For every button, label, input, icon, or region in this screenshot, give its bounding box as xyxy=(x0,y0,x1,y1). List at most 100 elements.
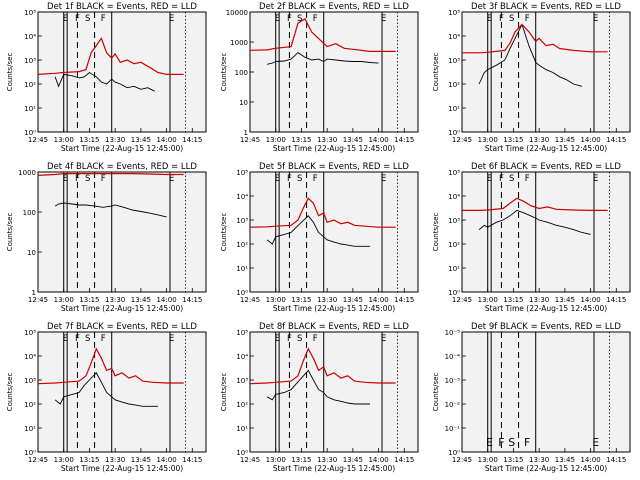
x-tick-label: 13:15 xyxy=(503,296,523,304)
y-tick-label: 10⁰ xyxy=(448,129,460,137)
interval-marker-label: E xyxy=(381,174,386,184)
x-axis-label: Start Time (22-Aug-15 12:45:00) xyxy=(485,464,607,473)
y-tick-label: 10⁵ xyxy=(448,9,460,17)
interval-marker-label: F xyxy=(75,14,80,24)
interval-marker-label: F xyxy=(313,174,318,184)
x-tick-label: 13:30 xyxy=(529,456,549,464)
x-tick-label: 12:45 xyxy=(28,456,48,464)
panel-det-7f: Det 7f BLACK = Events, RED = LLD 10⁰ 10¹ 10… xyxy=(6,322,207,473)
y-tick-label: 10⁰ xyxy=(236,289,248,297)
y-tick-label: 10² xyxy=(24,81,36,89)
y-tick-label: 10³ xyxy=(448,217,460,225)
x-tick-label: 14:00 xyxy=(156,456,176,464)
series-lld-line xyxy=(37,173,184,176)
x-tick-label: 13:15 xyxy=(291,136,311,144)
interval-marker-label: E xyxy=(63,174,68,184)
x-tick-label: 13:45 xyxy=(555,456,575,464)
x-tick-label: 12:45 xyxy=(28,296,48,304)
x-tick-label: 14:00 xyxy=(580,136,600,144)
y-tick-label: 10⁴ xyxy=(448,193,460,201)
series-lld-line xyxy=(37,37,184,76)
interval-marker-label: F xyxy=(101,334,106,344)
plot-frame xyxy=(461,11,631,133)
y-tick-label: 10⁻³ xyxy=(445,377,461,385)
x-tick-label: 14:15 xyxy=(182,456,202,464)
x-tick-label: 14:00 xyxy=(368,296,388,304)
y-tick-label: 10000 xyxy=(226,9,248,17)
panel-det-3f: Det 3f BLACK = Events, RED = LLD 10⁰ 10¹ 10… xyxy=(432,2,631,153)
y-tick-label: 10⁵ xyxy=(24,329,36,337)
x-tick-label: 13:30 xyxy=(317,136,337,144)
interval-marker-label: E xyxy=(592,436,599,449)
interval-marker-label: S xyxy=(509,174,514,184)
y-tick-label: 10 xyxy=(239,99,248,107)
panel-title: Det 5f BLACK = Events, RED = LLD xyxy=(259,162,409,172)
x-axis-label: Start Time (22-Aug-15 12:45:00) xyxy=(273,304,395,313)
interval-marker-label: F xyxy=(499,14,504,24)
y-tick-label: 10³ xyxy=(236,377,248,385)
plot-frame xyxy=(249,11,419,133)
x-tick-label: 13:45 xyxy=(131,456,151,464)
x-tick-label: 14:15 xyxy=(606,456,626,464)
y-tick-label: 10³ xyxy=(24,377,36,385)
y-axis-label: Counts/sec xyxy=(432,53,440,92)
interval-marker-label: F xyxy=(499,174,504,184)
y-tick-label: 1 xyxy=(32,289,36,297)
y-tick-label: 100 xyxy=(23,209,36,217)
interval-marker-label: F xyxy=(313,334,318,344)
x-tick-label: 12:45 xyxy=(452,456,472,464)
x-tick-label: 13:45 xyxy=(131,136,151,144)
series-events-line xyxy=(266,369,370,405)
y-tick-label: 10⁰ xyxy=(24,449,36,457)
interval-marker-label: S xyxy=(85,334,90,344)
series-lld-line xyxy=(37,347,184,385)
interval-marker-label: F xyxy=(525,14,530,24)
panel-title: Det 9f BLACK = Events, RED = LLD xyxy=(471,322,621,332)
x-tick-label: 13:45 xyxy=(555,296,575,304)
series-lld-line xyxy=(249,18,396,53)
x-tick-label: 14:00 xyxy=(156,296,176,304)
interval-marker-label: S xyxy=(297,14,302,24)
x-axis-label: Start Time (22-Aug-15 12:45:00) xyxy=(273,464,395,473)
y-axis-label: Counts/sec xyxy=(220,53,228,92)
panel-det-9f: Det 9f BLACK = Events, RED = LLD 10⁰ 10⁻¹ 1… xyxy=(432,322,631,473)
x-tick-label: 14:15 xyxy=(182,296,202,304)
x-tick-label: 13:30 xyxy=(529,136,549,144)
x-tick-label: 13:00 xyxy=(54,456,74,464)
y-tick-label: 10² xyxy=(236,401,248,409)
series-lld-line xyxy=(462,197,608,211)
y-tick-label: 10⁻² xyxy=(445,401,461,409)
y-tick-label: 1000 xyxy=(230,39,248,47)
interval-marker-label: F xyxy=(101,174,106,184)
y-tick-label: 10² xyxy=(448,81,460,89)
panel-det-6f: Det 6f BLACK = Events, RED = LLD 10⁰ 10¹ 10… xyxy=(432,162,631,313)
y-tick-label: 10² xyxy=(236,241,248,249)
y-tick-label: 10⁵ xyxy=(24,9,36,17)
x-tick-label: 14:15 xyxy=(606,136,626,144)
interval-marker-label: F xyxy=(287,14,292,24)
x-tick-label: 13:00 xyxy=(478,296,498,304)
interval-marker-label: E xyxy=(169,14,174,24)
x-tick-label: 13:00 xyxy=(54,296,74,304)
panel-title: Det 1f BLACK = Events, RED = LLD xyxy=(47,2,197,12)
panel-title: Det 6f BLACK = Events, RED = LLD xyxy=(471,162,621,172)
series-lld-line xyxy=(462,23,608,54)
x-tick-label: 13:00 xyxy=(478,136,498,144)
interval-marker-label: F xyxy=(498,436,504,449)
interval-marker-label: F xyxy=(524,436,530,449)
x-tick-label: 14:00 xyxy=(368,456,388,464)
x-tick-label: 12:45 xyxy=(452,296,472,304)
interval-marker-label: E xyxy=(169,334,174,344)
interval-marker-label: F xyxy=(525,174,530,184)
y-axis-label: Counts/sec xyxy=(6,373,14,412)
x-tick-label: 13:45 xyxy=(343,456,363,464)
y-tick-label: 10⁴ xyxy=(236,193,248,201)
panel-det-8f: Det 8f BLACK = Events, RED = LLD 10⁰ 10¹ 10… xyxy=(220,322,419,473)
y-tick-label: 10¹ xyxy=(24,105,36,113)
panel-title: Det 8f BLACK = Events, RED = LLD xyxy=(259,322,409,332)
panel-title: Det 3f BLACK = Events, RED = LLD xyxy=(471,2,621,12)
x-tick-label: 13:00 xyxy=(54,136,74,144)
interval-marker-label: E xyxy=(381,334,386,344)
x-tick-label: 14:15 xyxy=(394,456,414,464)
y-tick-label: 10⁻⁴ xyxy=(445,353,461,361)
